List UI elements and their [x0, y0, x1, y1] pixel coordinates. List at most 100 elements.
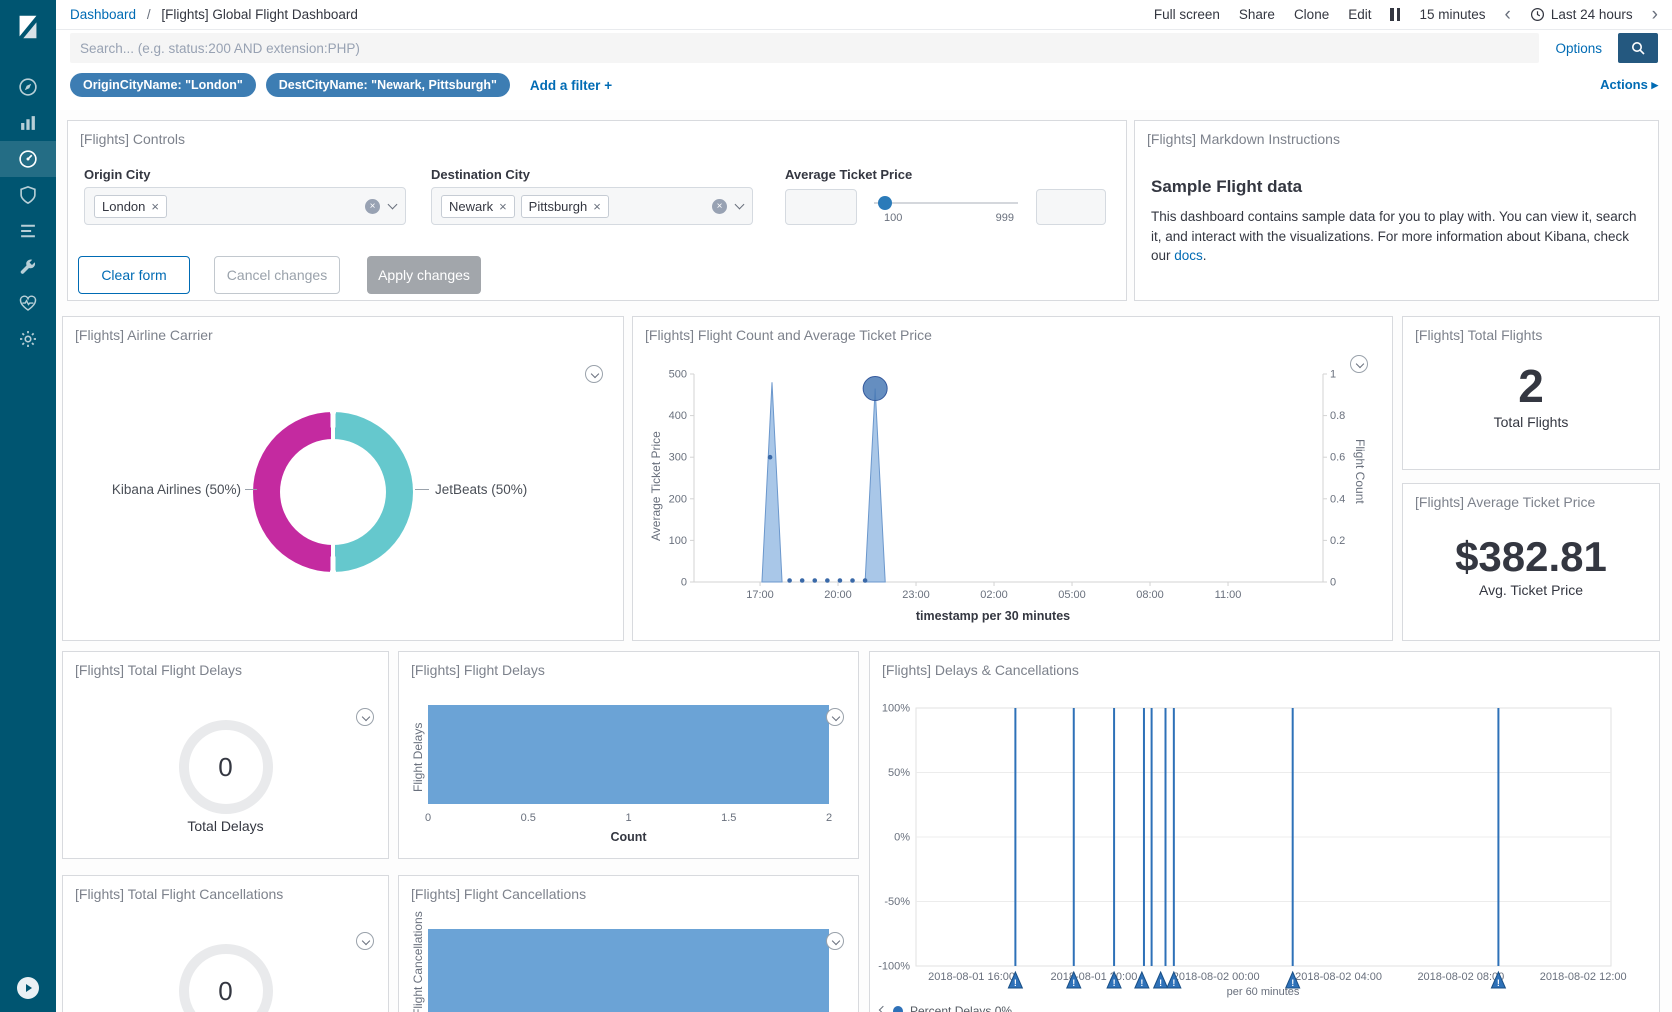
sidebar-item-visualize[interactable] — [0, 105, 56, 141]
edit-button[interactable]: Edit — [1348, 7, 1372, 22]
gauge-ring: 0 — [178, 720, 273, 814]
legend-toggle-icon[interactable] — [1350, 355, 1368, 373]
donut-chart[interactable] — [253, 412, 413, 572]
svg-text:500: 500 — [669, 369, 687, 381]
svg-text:-100%: -100% — [878, 961, 910, 973]
chevron-down-icon[interactable] — [387, 199, 398, 209]
clear-selection-icon[interactable]: × — [712, 198, 727, 214]
sidebar-expand-button[interactable] — [0, 976, 56, 1000]
svg-text:2018-08-02 00:00: 2018-08-02 00:00 — [1173, 971, 1260, 983]
legend-toggle-icon[interactable] — [826, 932, 844, 950]
legend-collapse-icon[interactable] — [878, 1005, 888, 1012]
svg-text:0%: 0% — [894, 832, 910, 844]
donut-label-kibana-airlines: Kibana Airlines (50%) — [111, 482, 241, 497]
legend-toggle-icon[interactable] — [585, 365, 603, 383]
clear-selection-icon[interactable]: × — [365, 198, 380, 214]
sidebar-item-dashboard[interactable] — [0, 141, 56, 177]
breadcrumb-dashboard-link[interactable]: Dashboard — [70, 7, 137, 22]
svg-text:!: ! — [1113, 978, 1116, 988]
remove-chip-icon[interactable]: × — [593, 198, 601, 214]
slider-handle[interactable] — [878, 196, 892, 210]
sidebar-item-logs[interactable] — [0, 213, 56, 249]
chip-newark[interactable]: Newark × — [441, 194, 515, 218]
sidebar-item-discover[interactable] — [0, 69, 56, 105]
main-area: Dashboard / [Flights] Global Flight Dash… — [56, 0, 1672, 1012]
panel-title: [Flights] Total Flight Cancellations — [75, 886, 284, 902]
svg-text:0.4: 0.4 — [1330, 493, 1345, 505]
sidebar-item-security[interactable] — [0, 177, 56, 213]
price-min-input[interactable] — [785, 189, 857, 225]
svg-text:100: 100 — [669, 535, 687, 547]
svg-text:-50%: -50% — [884, 896, 910, 908]
apply-changes-button[interactable]: Apply changes — [367, 256, 481, 294]
time-forward-icon[interactable]: › — [1651, 4, 1658, 25]
legend-toggle-icon[interactable] — [356, 708, 374, 726]
docs-link[interactable]: docs — [1174, 248, 1203, 264]
filter-pill-origin-city[interactable]: OriginCityName: "London" — [70, 73, 256, 97]
metric-label: Total Flights — [1493, 413, 1569, 430]
time-back-icon[interactable]: ‹ — [1504, 4, 1511, 25]
origin-city-combobox[interactable]: London × × — [84, 187, 406, 225]
play-circle-icon — [17, 977, 39, 999]
legend-toggle-icon[interactable] — [826, 708, 844, 726]
search-icon — [1632, 42, 1645, 55]
panel-title: [Flights] Delays & Cancellations — [882, 662, 1079, 678]
svg-text:50%: 50% — [888, 767, 910, 779]
clear-form-button[interactable]: Clear form — [78, 256, 190, 294]
query-options-link[interactable]: Options — [1555, 40, 1602, 56]
price-max-input[interactable] — [1036, 189, 1106, 225]
bar[interactable] — [428, 929, 829, 1012]
gear-icon — [20, 331, 36, 347]
pause-refresh-icon[interactable] — [1390, 8, 1401, 21]
svg-text:05:00: 05:00 — [1058, 589, 1086, 601]
bar-chart[interactable] — [428, 705, 829, 804]
add-filter-link[interactable]: Add a filter + — [529, 77, 613, 93]
full-screen-button[interactable]: Full screen — [1153, 7, 1220, 22]
chip-london[interactable]: London × — [94, 194, 167, 218]
slider-track[interactable] — [874, 202, 1018, 204]
svg-text:02:00: 02:00 — [980, 589, 1008, 601]
svg-text:2018-08-01 20:00: 2018-08-01 20:00 — [1050, 971, 1137, 983]
kibana-logo[interactable] — [13, 12, 43, 45]
panel-title: [Flights] Flight Cancellations — [411, 886, 587, 902]
x-axis-title: Count — [610, 830, 647, 844]
ticket-price-slider: 100 999 — [874, 189, 1018, 225]
wrench-icon — [20, 259, 36, 274]
panel-title: [Flights] Average Ticket Price — [1415, 494, 1596, 510]
cancel-changes-button[interactable]: Cancel changes — [214, 256, 340, 294]
filter-actions-link[interactable]: Actions ▸ — [1600, 77, 1658, 92]
chevron-down-icon[interactable] — [734, 199, 745, 209]
search-input[interactable]: Search... (e.g. status:200 AND extension… — [70, 33, 1540, 63]
avg-ticket-price-label: Average Ticket Price — [785, 167, 913, 182]
markdown-heading: Sample Flight data — [1151, 177, 1303, 196]
chip-label: Pittsburgh — [528, 198, 588, 214]
remove-chip-icon[interactable]: × — [499, 198, 507, 214]
clone-button[interactable]: Clone — [1293, 7, 1330, 22]
search-button[interactable] — [1618, 33, 1658, 63]
share-button[interactable]: Share — [1238, 7, 1275, 22]
y-axis-title: Flight Delays — [411, 722, 425, 792]
refresh-interval-button[interactable]: 15 minutes — [1419, 7, 1486, 22]
chip-pittsburgh[interactable]: Pittsburgh × — [520, 194, 609, 218]
markdown-text: . — [1202, 248, 1207, 264]
bar[interactable] — [428, 705, 829, 804]
remove-chip-icon[interactable]: × — [151, 198, 159, 214]
timeseries-chart[interactable]: 100% 50% 0% -50% -100% 2018-08-01 16:00 2018-0… — [876, 682, 1655, 992]
dashboard-gauge-icon — [19, 150, 37, 168]
destination-city-combobox[interactable]: Newark × Pittsburgh × × — [431, 187, 753, 225]
filter-pill-dest-city[interactable]: DestCityName: "Newark, Pittsburgh" — [265, 73, 510, 97]
area-chart[interactable]: 500 400 300 200 100 0 1 0.8 0.6 0.4 0.2 0 17:00 20:00… — [641, 347, 1386, 609]
panel-total-flights: [Flights] Total Flights 2 Total Flights — [1402, 316, 1660, 470]
sidebar-item-monitoring[interactable] — [0, 285, 56, 321]
sidebar-item-management[interactable] — [0, 321, 56, 357]
axis-tick-label: 0.5 — [520, 812, 536, 824]
legend-label[interactable]: Percent Delays 0% — [910, 1004, 1013, 1012]
time-range-button[interactable]: Last 24 hours — [1530, 7, 1633, 22]
bar-chart[interactable] — [428, 929, 829, 1012]
markdown-body: This dashboard contains sample data for … — [1151, 207, 1642, 266]
svg-text:1: 1 — [1330, 369, 1336, 381]
top-actions: Full screen Share Clone Edit 15 minutes … — [1154, 5, 1658, 24]
legend-toggle-icon[interactable] — [356, 932, 374, 950]
sidebar-item-dev-tools[interactable] — [0, 249, 56, 285]
